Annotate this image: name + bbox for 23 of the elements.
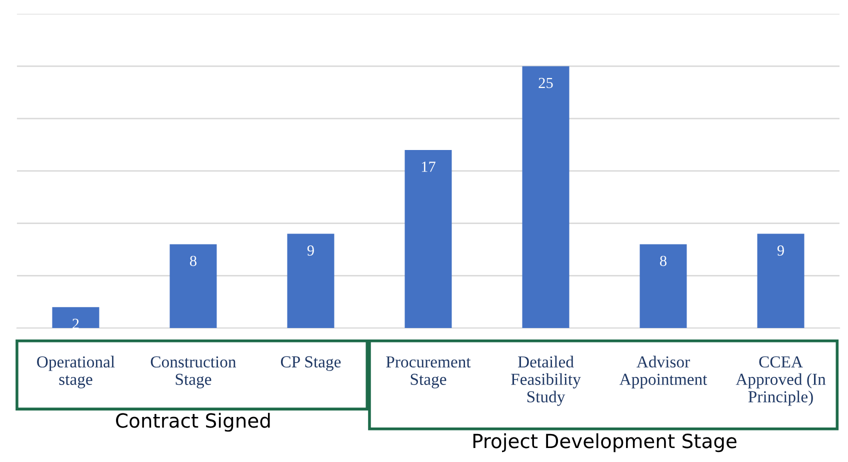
bar (404, 150, 452, 328)
x-tick-label: CP Stage (280, 356, 341, 371)
bar (640, 244, 687, 328)
data-label: 9 (777, 245, 784, 256)
x-tick-label: Operational stage (37, 356, 115, 388)
data-label: 25 (538, 78, 553, 88)
bar (757, 234, 804, 328)
x-tick-label: Construction Stage (150, 356, 236, 388)
bar (52, 307, 100, 328)
x-tick-label: Advisor Appointment (619, 356, 708, 388)
x-tick-label: Procurement Stage (386, 356, 471, 388)
data-label: 2 (72, 318, 79, 329)
text: Contract Signed (116, 412, 270, 432)
bar (522, 66, 570, 328)
data-label: 17 (422, 162, 436, 172)
data-label: 9 (307, 245, 314, 256)
bar (287, 234, 334, 328)
x-tick-label: CCEA Approved (In Principle) (736, 356, 826, 406)
data-label: 8 (660, 256, 666, 266)
text: Project Development Stage (473, 433, 736, 452)
data-label: 8 (190, 256, 196, 266)
bar (170, 244, 217, 328)
x-tick-label: Detailed Feasibility Study (511, 356, 581, 406)
